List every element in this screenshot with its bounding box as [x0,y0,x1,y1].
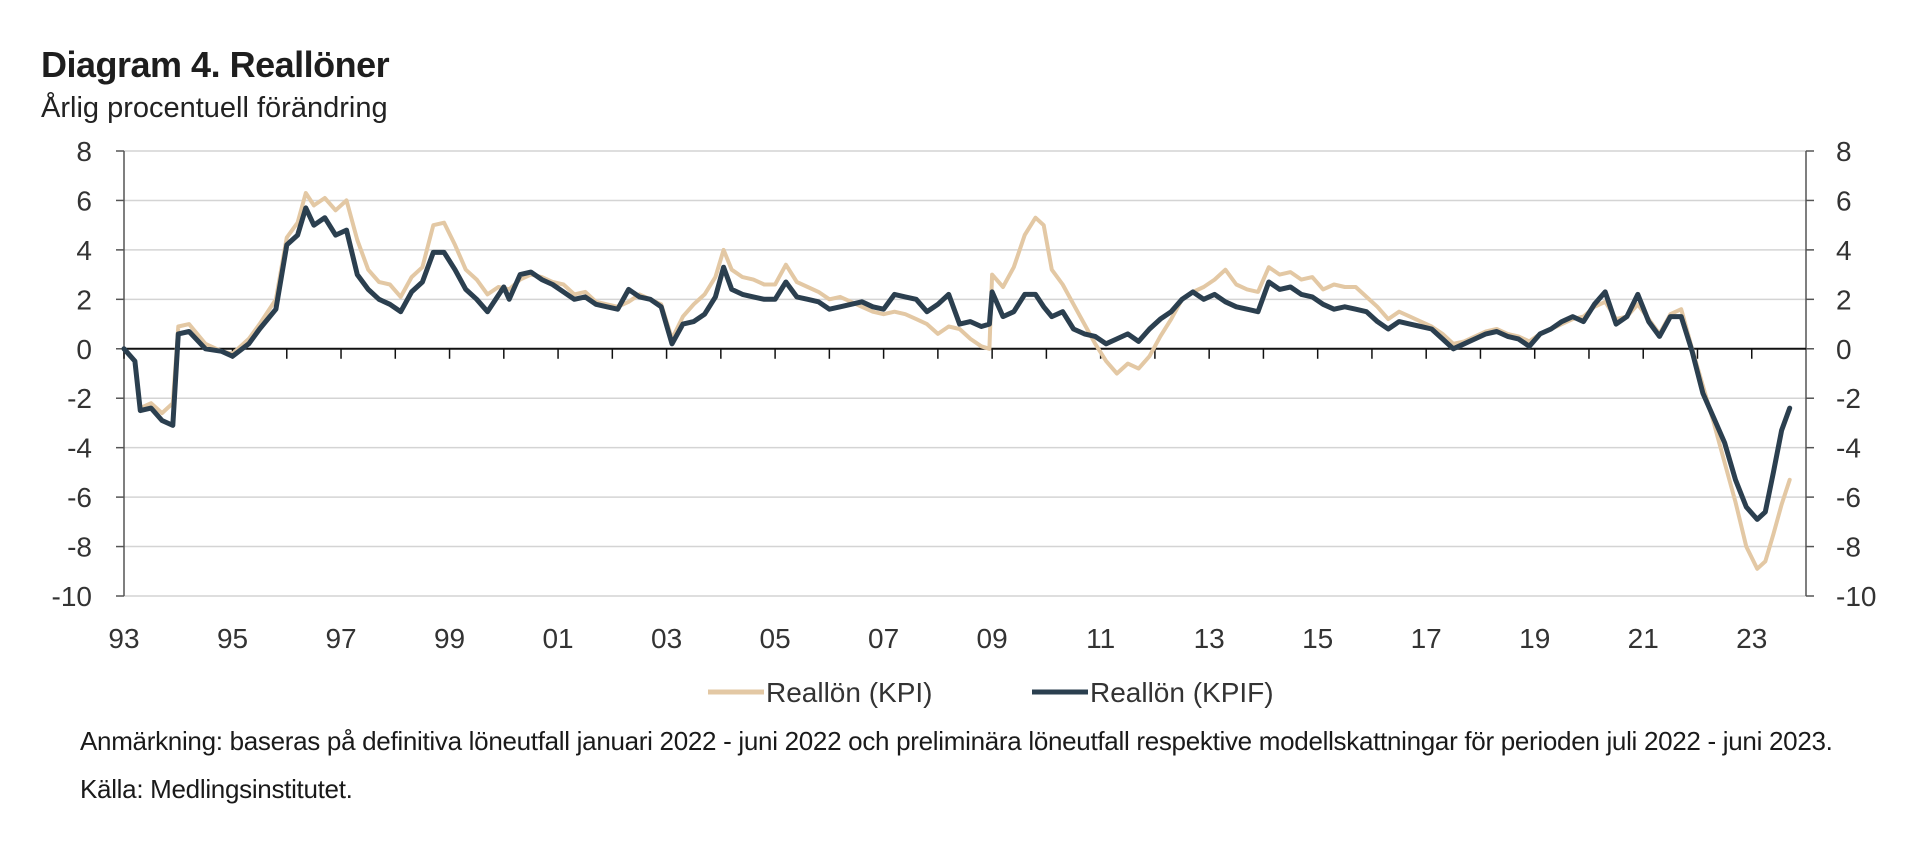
y-tick-label-right: 8 [1836,136,1852,167]
x-tick-label: 15 [1302,623,1333,654]
x-tick-label: 95 [217,623,248,654]
y-tick-label-right: -4 [1836,433,1861,464]
x-tick-label: 09 [977,623,1008,654]
y-tick-label-right: 2 [1836,284,1852,315]
y-tick-label-left: 2 [76,284,92,315]
y-tick-label-right: -6 [1836,482,1861,513]
y-tick-label-left: 0 [76,334,92,365]
x-tick-label: 17 [1411,623,1442,654]
y-tick-label-left: 6 [76,185,92,216]
x-tick-label: 01 [542,623,573,654]
x-tick-label: 97 [325,623,356,654]
x-tick-label: 19 [1519,623,1550,654]
x-tick-label: 93 [108,623,139,654]
legend-label-kpi: Reallön (KPI) [766,677,933,708]
y-tick-label-right: 6 [1836,185,1852,216]
y-tick-label-left: 8 [76,136,92,167]
x-tick-label: 13 [1194,623,1225,654]
footnote: Anmärkning: baseras på definitiva löneut… [80,726,1833,756]
y-tick-label-right: -8 [1836,532,1861,563]
y-tick-label-right: -10 [1836,581,1876,612]
x-tick-label: 05 [760,623,791,654]
y-tick-label-left: -6 [67,482,92,513]
x-tick-label: 99 [434,623,465,654]
y-tick-label-left: 4 [76,235,92,266]
y-tick-label-right: 4 [1836,235,1852,266]
series-line-kpif [121,205,1793,522]
source-note: Källa: Medlingsinstitutet. [80,774,353,804]
chart-subtitle: Årlig procentuell förändring [41,92,388,124]
x-tick-label: 07 [868,623,899,654]
y-tick-label-right: -2 [1836,383,1861,414]
x-tick-label: 21 [1628,623,1659,654]
y-tick-label-right: 0 [1836,334,1852,365]
legend-label-kpif: Reallön (KPIF) [1090,677,1274,708]
y-tick-label-left: -2 [67,383,92,414]
x-tick-label: 11 [1086,623,1115,654]
y-tick-label-left: -10 [52,581,92,612]
chart-title: Diagram 4. Reallöner [41,44,390,85]
y-tick-label-left: -4 [67,433,92,464]
x-tick-label: 23 [1736,623,1767,654]
line-chart: 8 8 6 6 4 4 2 2 0 0 -2 -2 -4 -4 -6 -6 -8 -8 -10 -10 93 95 97 99… [52,136,1877,708]
x-tick-label: 03 [651,623,682,654]
y-tick-label-left: -8 [67,532,92,563]
